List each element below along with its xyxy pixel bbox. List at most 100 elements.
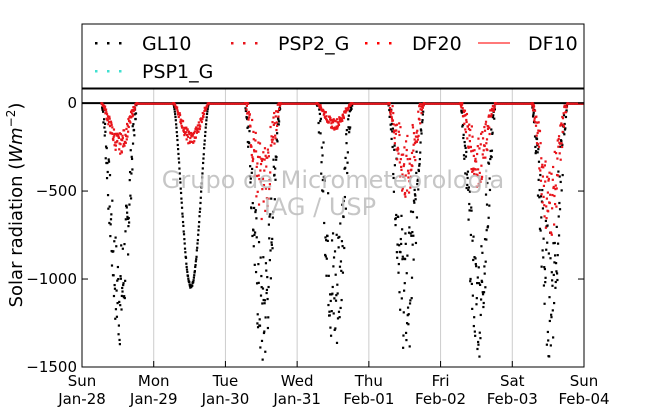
point-psp2_g — [581, 102, 584, 105]
point-gl10 — [479, 298, 483, 301]
point-psp2_g — [267, 197, 270, 200]
point-gl10 — [116, 265, 120, 269]
point-gl10 — [473, 316, 476, 319]
point-psp2_g — [325, 115, 328, 118]
point-psp2_g — [196, 124, 199, 127]
point-gl10 — [248, 130, 251, 133]
legend-label-psp1-g: PSP1_G — [142, 61, 213, 83]
legend-marker-df20 — [377, 42, 380, 45]
point-gl10 — [562, 114, 566, 117]
point-gl10 — [123, 295, 126, 298]
point-gl10 — [126, 215, 129, 218]
point-gl10 — [415, 150, 418, 153]
point-gl10 — [389, 128, 393, 131]
point-gl10 — [401, 255, 404, 258]
point-psp2_g — [402, 164, 405, 168]
point-psp2_g — [401, 189, 404, 192]
point-gl10 — [181, 220, 185, 224]
point-psp2_g — [438, 102, 441, 105]
point-psp2_g — [504, 102, 507, 105]
point-psp2_g — [390, 117, 394, 120]
point-gl10 — [127, 225, 130, 228]
point-psp2_g — [392, 112, 395, 115]
point-gl10 — [322, 141, 325, 144]
point-gl10 — [464, 172, 467, 175]
point-psp2_g — [255, 165, 258, 168]
point-gl10 — [341, 203, 344, 206]
point-gl10 — [173, 108, 176, 111]
point-psp2_g — [392, 123, 395, 126]
point-psp2_g — [390, 109, 393, 112]
point-psp2_g — [259, 169, 262, 172]
point-gl10 — [103, 126, 106, 129]
point-psp2_g — [256, 155, 260, 158]
legend-marker-df20 — [389, 42, 392, 45]
point-psp2_g — [468, 140, 472, 143]
point-psp2_g — [274, 115, 277, 118]
point-psp2_g — [179, 122, 183, 125]
point-psp2_g — [413, 138, 416, 141]
point-gl10 — [272, 158, 275, 161]
point-psp2_g — [290, 102, 294, 105]
point-psp2_g — [313, 102, 316, 105]
point-gl10 — [114, 236, 117, 239]
point-psp2_g — [411, 123, 414, 127]
point-gl10 — [479, 313, 482, 317]
point-gl10 — [403, 289, 406, 292]
point-psp2_g — [430, 102, 433, 105]
point-gl10 — [406, 254, 409, 257]
point-psp2_g — [562, 112, 565, 115]
point-gl10 — [481, 251, 484, 254]
point-gl10 — [549, 344, 552, 347]
point-psp2_g — [459, 103, 462, 106]
point-psp2_g — [489, 109, 492, 112]
point-gl10 — [474, 257, 477, 260]
point-gl10 — [413, 201, 416, 204]
point-psp2_g — [414, 135, 418, 138]
point-gl10 — [552, 242, 555, 245]
point-psp2_g — [198, 127, 201, 131]
point-psp2_g — [268, 187, 271, 191]
point-psp2_g — [223, 102, 226, 105]
point-gl10 — [261, 358, 264, 361]
point-psp2_g — [366, 102, 369, 105]
point-gl10 — [129, 149, 132, 152]
point-gl10 — [468, 190, 472, 193]
point-gl10 — [398, 244, 401, 247]
point-psp2_g — [124, 141, 127, 144]
point-psp2_g — [270, 135, 273, 138]
point-gl10 — [465, 150, 468, 154]
point-psp2_g — [250, 153, 253, 157]
point-psp2_g — [401, 187, 404, 190]
point-gl10 — [465, 173, 469, 176]
point-gl10 — [484, 193, 488, 196]
y-tick-label: −1500 — [26, 358, 77, 376]
point-gl10 — [391, 127, 395, 130]
point-psp2_g — [127, 130, 130, 133]
point-psp2_g — [341, 119, 344, 123]
point-gl10 — [483, 238, 487, 241]
point-psp2_g — [319, 104, 322, 107]
point-psp2_g — [476, 152, 479, 156]
point-gl10 — [478, 331, 481, 334]
y-axis-label-main: Solar radiation ( — [6, 163, 27, 308]
point-gl10 — [538, 188, 541, 192]
point-gl10 — [116, 301, 119, 305]
point-psp2_g — [247, 110, 250, 114]
point-psp2_g — [245, 108, 248, 111]
point-psp2_g — [187, 130, 191, 133]
point-psp2_g — [449, 102, 452, 105]
point-psp2_g — [555, 187, 558, 190]
point-psp2_g — [147, 102, 150, 105]
point-psp2_g — [170, 102, 173, 105]
point-psp2_g — [185, 126, 188, 129]
point-gl10 — [542, 256, 545, 259]
point-psp2_g — [209, 102, 213, 105]
point-gl10 — [472, 235, 475, 238]
point-psp2_g — [406, 134, 409, 138]
point-gl10 — [477, 266, 480, 269]
point-psp2_g — [329, 116, 332, 120]
point-psp2_g — [107, 123, 110, 126]
point-gl10 — [405, 338, 408, 342]
point-gl10 — [490, 128, 493, 131]
